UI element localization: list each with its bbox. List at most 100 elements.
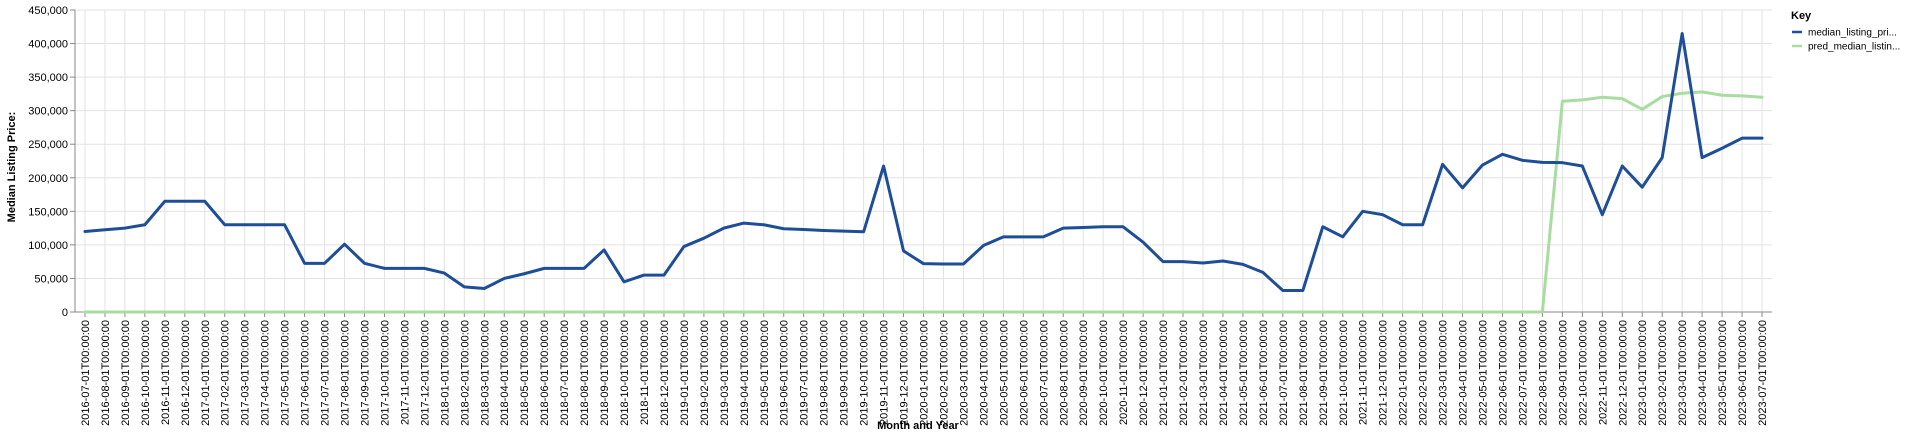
x-tick-label: 2023-01-01T00:00:00: [1637, 320, 1649, 426]
y-axis-title: Median Listing Price:: [6, 112, 18, 223]
y-tick-label: 150,000: [28, 206, 68, 218]
x-tick-label: 2017-08-01T00:00:00: [340, 320, 352, 426]
legend: Key median_listing_pri... pred_median_lis…: [1791, 10, 1900, 53]
x-tick-label: 2019-07-01T00:00:00: [799, 320, 811, 426]
x-tick-label: 2019-08-01T00:00:00: [819, 320, 831, 426]
x-tick-label: 2019-10-01T00:00:00: [859, 320, 871, 426]
x-tick-label: 2019-04-01T00:00:00: [739, 320, 751, 426]
x-tick-label: 2020-03-01T00:00:00: [958, 320, 970, 426]
x-tick-label: 2018-04-01T00:00:00: [499, 320, 511, 426]
y-tick-label: 450,000: [28, 5, 68, 17]
x-tick-label: 2017-06-01T00:00:00: [300, 320, 312, 426]
x-tick-label: 2017-01-01T00:00:00: [200, 320, 212, 426]
y-tick-label: 250,000: [28, 139, 68, 151]
x-tick-label: 2016-07-01T00:00:00: [80, 320, 92, 426]
x-tick-label: 2019-01-01T00:00:00: [679, 320, 691, 426]
x-tick-label: 2016-09-01T00:00:00: [120, 320, 132, 426]
y-tick-label: 400,000: [28, 39, 68, 51]
x-tick-label: 2017-04-01T00:00:00: [260, 320, 272, 426]
x-tick-label: 2017-09-01T00:00:00: [359, 320, 371, 426]
x-tick-label: 2020-09-01T00:00:00: [1078, 320, 1090, 426]
x-tick-label: 2018-12-01T00:00:00: [659, 320, 671, 426]
x-tick-label: 2018-08-01T00:00:00: [579, 320, 591, 426]
series-line-0: [83, 31, 1764, 293]
x-tick-label: 2020-02-01T00:00:00: [938, 320, 950, 426]
x-tick-label: 2021-10-01T00:00:00: [1338, 320, 1350, 426]
x-tick-label: 2018-05-01T00:00:00: [519, 320, 531, 426]
x-tick-label: 2018-01-01T00:00:00: [439, 320, 451, 426]
y-axis: 0 50,000 100,000 150,000 200,000 250,000 300,0…: [28, 5, 76, 319]
x-tick-label: 2018-10-01T00:00:00: [619, 320, 631, 426]
y-tick-label: 350,000: [28, 72, 68, 84]
series-lines: [83, 31, 1764, 314]
y-tick-label: 200,000: [28, 173, 68, 185]
x-tick-label: 2021-03-01T00:00:00: [1198, 320, 1210, 426]
x-tick-label: 2023-04-01T00:00:00: [1697, 320, 1709, 426]
x-tick-label: 2020-06-01T00:00:00: [1018, 320, 1030, 426]
x-tick-label: 2019-05-01T00:00:00: [759, 320, 771, 426]
y-tick-label: 100,000: [28, 240, 68, 252]
x-tick-label: 2018-11-01T00:00:00: [639, 320, 651, 425]
x-tick-label: 2020-05-01T00:00:00: [998, 320, 1010, 426]
x-tick-label: 2022-10-01T00:00:00: [1577, 320, 1589, 426]
x-tick-label: 2018-03-01T00:00:00: [479, 320, 491, 426]
x-tick-label: 2021-12-01T00:00:00: [1378, 320, 1390, 426]
x-tick-label: 2016-08-01T00:00:00: [100, 320, 112, 426]
x-tick-label: 2021-08-01T00:00:00: [1298, 320, 1310, 426]
x-tick-label: 2019-12-01T00:00:00: [899, 320, 911, 426]
series-line-1: [83, 90, 1764, 314]
x-tick-label: 2023-06-01T00:00:00: [1737, 320, 1749, 426]
x-tick-label: 2022-03-01T00:00:00: [1438, 320, 1450, 426]
x-tick-label: 2022-04-01T00:00:00: [1458, 320, 1470, 426]
grid-lines: [75, 9, 1772, 313]
x-tick-label: 2017-03-01T00:00:00: [240, 320, 252, 426]
x-tick-label: 2019-02-01T00:00:00: [699, 320, 711, 426]
x-tick-label: 2022-01-01T00:00:00: [1398, 320, 1410, 426]
x-tick-label: 2016-12-01T00:00:00: [180, 320, 192, 426]
x-tick-label: 2016-11-01T00:00:00: [160, 320, 172, 425]
x-tick-label: 2023-05-01T00:00:00: [1717, 320, 1729, 426]
x-axis: 2016-07-01T00:00:00 2016-08-01T00:00:00 20…: [75, 311, 1772, 426]
y-tick-label: 300,000: [28, 106, 68, 118]
x-tick-label: 2021-07-01T00:00:00: [1278, 320, 1290, 426]
x-tick-label: 2018-02-01T00:00:00: [459, 320, 471, 426]
x-tick-label: 2022-05-01T00:00:00: [1478, 320, 1490, 426]
x-tick-label: 2020-08-01T00:00:00: [1058, 320, 1070, 426]
x-tick-label: 2020-12-01T00:00:00: [1138, 320, 1150, 426]
x-tick-label: 2021-05-01T00:00:00: [1238, 320, 1250, 426]
y-tick-label: 50,000: [34, 273, 68, 285]
x-tick-label: 2020-01-01T00:00:00: [919, 320, 931, 426]
x-tick-label: 2023-07-01T00:00:00: [1757, 320, 1769, 426]
y-tick-label: 0: [62, 307, 68, 319]
x-tick-label: 2019-11-01T00:00:00: [879, 320, 891, 425]
legend-label: median_listing_pri...: [1808, 28, 1897, 39]
x-tick-label: 2019-09-01T00:00:00: [839, 320, 851, 426]
legend-label: pred_median_listin...: [1808, 42, 1900, 53]
legend-items: median_listing_pri... pred_median_listin.…: [1792, 28, 1900, 53]
x-tick-label: 2021-01-01T00:00:00: [1158, 320, 1170, 426]
x-tick-label: 2022-08-01T00:00:00: [1537, 320, 1549, 426]
x-tick-label: 2017-11-01T00:00:00: [399, 320, 411, 425]
x-tick-label: 2021-09-01T00:00:00: [1318, 320, 1330, 426]
x-tick-label: 2022-09-01T00:00:00: [1557, 320, 1569, 426]
x-tick-label: 2021-02-01T00:00:00: [1178, 320, 1190, 426]
x-tick-label: 2021-11-01T00:00:00: [1358, 320, 1370, 425]
x-tick-label: 2021-04-01T00:00:00: [1218, 320, 1230, 426]
x-tick-label: 2018-07-01T00:00:00: [559, 320, 571, 426]
x-tick-label: 2019-06-01T00:00:00: [779, 320, 791, 426]
x-tick-label: 2017-12-01T00:00:00: [419, 320, 431, 426]
x-tick-label: 2020-04-01T00:00:00: [978, 320, 990, 426]
x-tick-label: 2020-11-01T00:00:00: [1118, 320, 1130, 425]
x-tick-label: 2022-11-01T00:00:00: [1597, 320, 1609, 425]
x-tick-label: 2023-02-01T00:00:00: [1657, 320, 1669, 426]
x-tick-label: 2017-10-01T00:00:00: [379, 320, 391, 426]
x-tick-label: 2022-06-01T00:00:00: [1497, 320, 1509, 426]
x-tick-label: 2017-05-01T00:00:00: [280, 320, 292, 426]
legend-title: Key: [1791, 10, 1812, 22]
x-tick-label: 2018-06-01T00:00:00: [539, 320, 551, 426]
x-tick-label: 2018-09-01T00:00:00: [599, 320, 611, 426]
x-tick-label: 2022-02-01T00:00:00: [1418, 320, 1430, 426]
x-tick-label: 2017-02-01T00:00:00: [220, 320, 232, 426]
x-tick-label: 2022-07-01T00:00:00: [1517, 320, 1529, 426]
